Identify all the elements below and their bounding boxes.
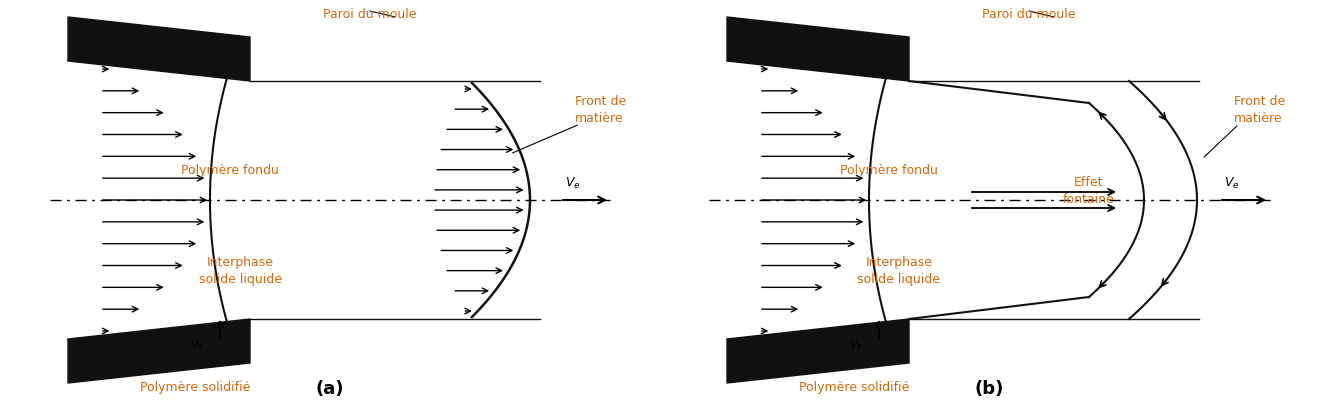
- Text: Interphase
solide liquide: Interphase solide liquide: [199, 255, 282, 285]
- Text: Paroi du moule: Paroi du moule: [323, 8, 416, 21]
- Polygon shape: [69, 319, 250, 383]
- Text: $V_e$: $V_e$: [1224, 176, 1239, 190]
- Text: (a): (a): [316, 379, 344, 397]
- Text: $V_e$: $V_e$: [565, 176, 580, 190]
- Text: Polymère solidifié: Polymère solidifié: [799, 381, 909, 393]
- Text: Polymère fondu: Polymère fondu: [840, 164, 938, 177]
- Text: $V_s$: $V_s$: [190, 337, 203, 351]
- Text: Effet
fontaine: Effet fontaine: [1064, 176, 1115, 205]
- Text: $V_s$: $V_s$: [849, 337, 862, 351]
- Text: Polymère fondu: Polymère fondu: [181, 164, 279, 177]
- Text: Front de
matière: Front de matière: [1234, 95, 1285, 125]
- Text: (b): (b): [974, 379, 1004, 397]
- Text: Front de
matière: Front de matière: [575, 95, 626, 125]
- Text: Paroi du moule: Paroi du moule: [982, 8, 1075, 21]
- Polygon shape: [728, 319, 909, 383]
- Text: Polymère solidifié: Polymère solidifié: [140, 381, 250, 393]
- Polygon shape: [728, 18, 909, 82]
- Text: Interphase
solide liquide: Interphase solide liquide: [858, 255, 941, 285]
- Polygon shape: [69, 18, 250, 82]
